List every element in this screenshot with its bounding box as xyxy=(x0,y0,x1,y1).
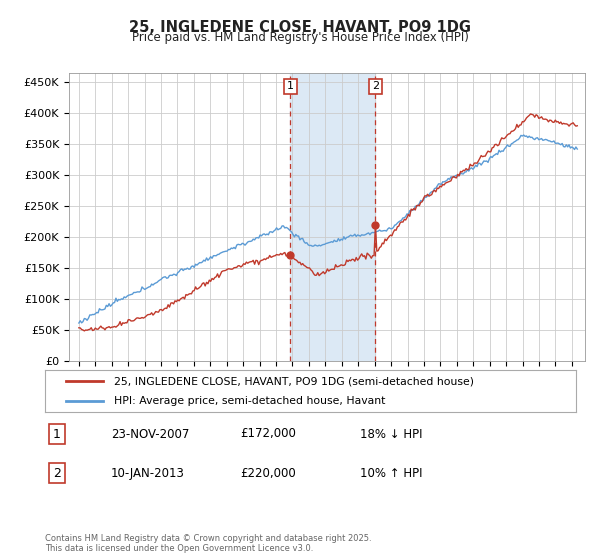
Text: 25, INGLEDENE CLOSE, HAVANT, PO9 1DG: 25, INGLEDENE CLOSE, HAVANT, PO9 1DG xyxy=(129,20,471,35)
Bar xyxy=(290,73,376,361)
Text: Contains HM Land Registry data © Crown copyright and database right 2025.
This d: Contains HM Land Registry data © Crown c… xyxy=(45,534,371,553)
Text: Price paid vs. HM Land Registry's House Price Index (HPI): Price paid vs. HM Land Registry's House … xyxy=(131,31,469,44)
Text: 1: 1 xyxy=(53,427,61,441)
Text: 25, INGLEDENE CLOSE, HAVANT, PO9 1DG (semi-detached house): 25, INGLEDENE CLOSE, HAVANT, PO9 1DG (se… xyxy=(114,376,474,386)
Text: 2: 2 xyxy=(53,466,61,480)
Text: 1: 1 xyxy=(287,81,294,91)
Text: 18% ↓ HPI: 18% ↓ HPI xyxy=(360,427,422,441)
Text: HPI: Average price, semi-detached house, Havant: HPI: Average price, semi-detached house,… xyxy=(114,396,385,406)
Text: 23-NOV-2007: 23-NOV-2007 xyxy=(111,427,190,441)
Text: 10-JAN-2013: 10-JAN-2013 xyxy=(111,466,185,480)
Text: £172,000: £172,000 xyxy=(240,427,296,441)
Text: 10% ↑ HPI: 10% ↑ HPI xyxy=(360,466,422,480)
Text: £220,000: £220,000 xyxy=(240,466,296,480)
Text: 2: 2 xyxy=(372,81,379,91)
